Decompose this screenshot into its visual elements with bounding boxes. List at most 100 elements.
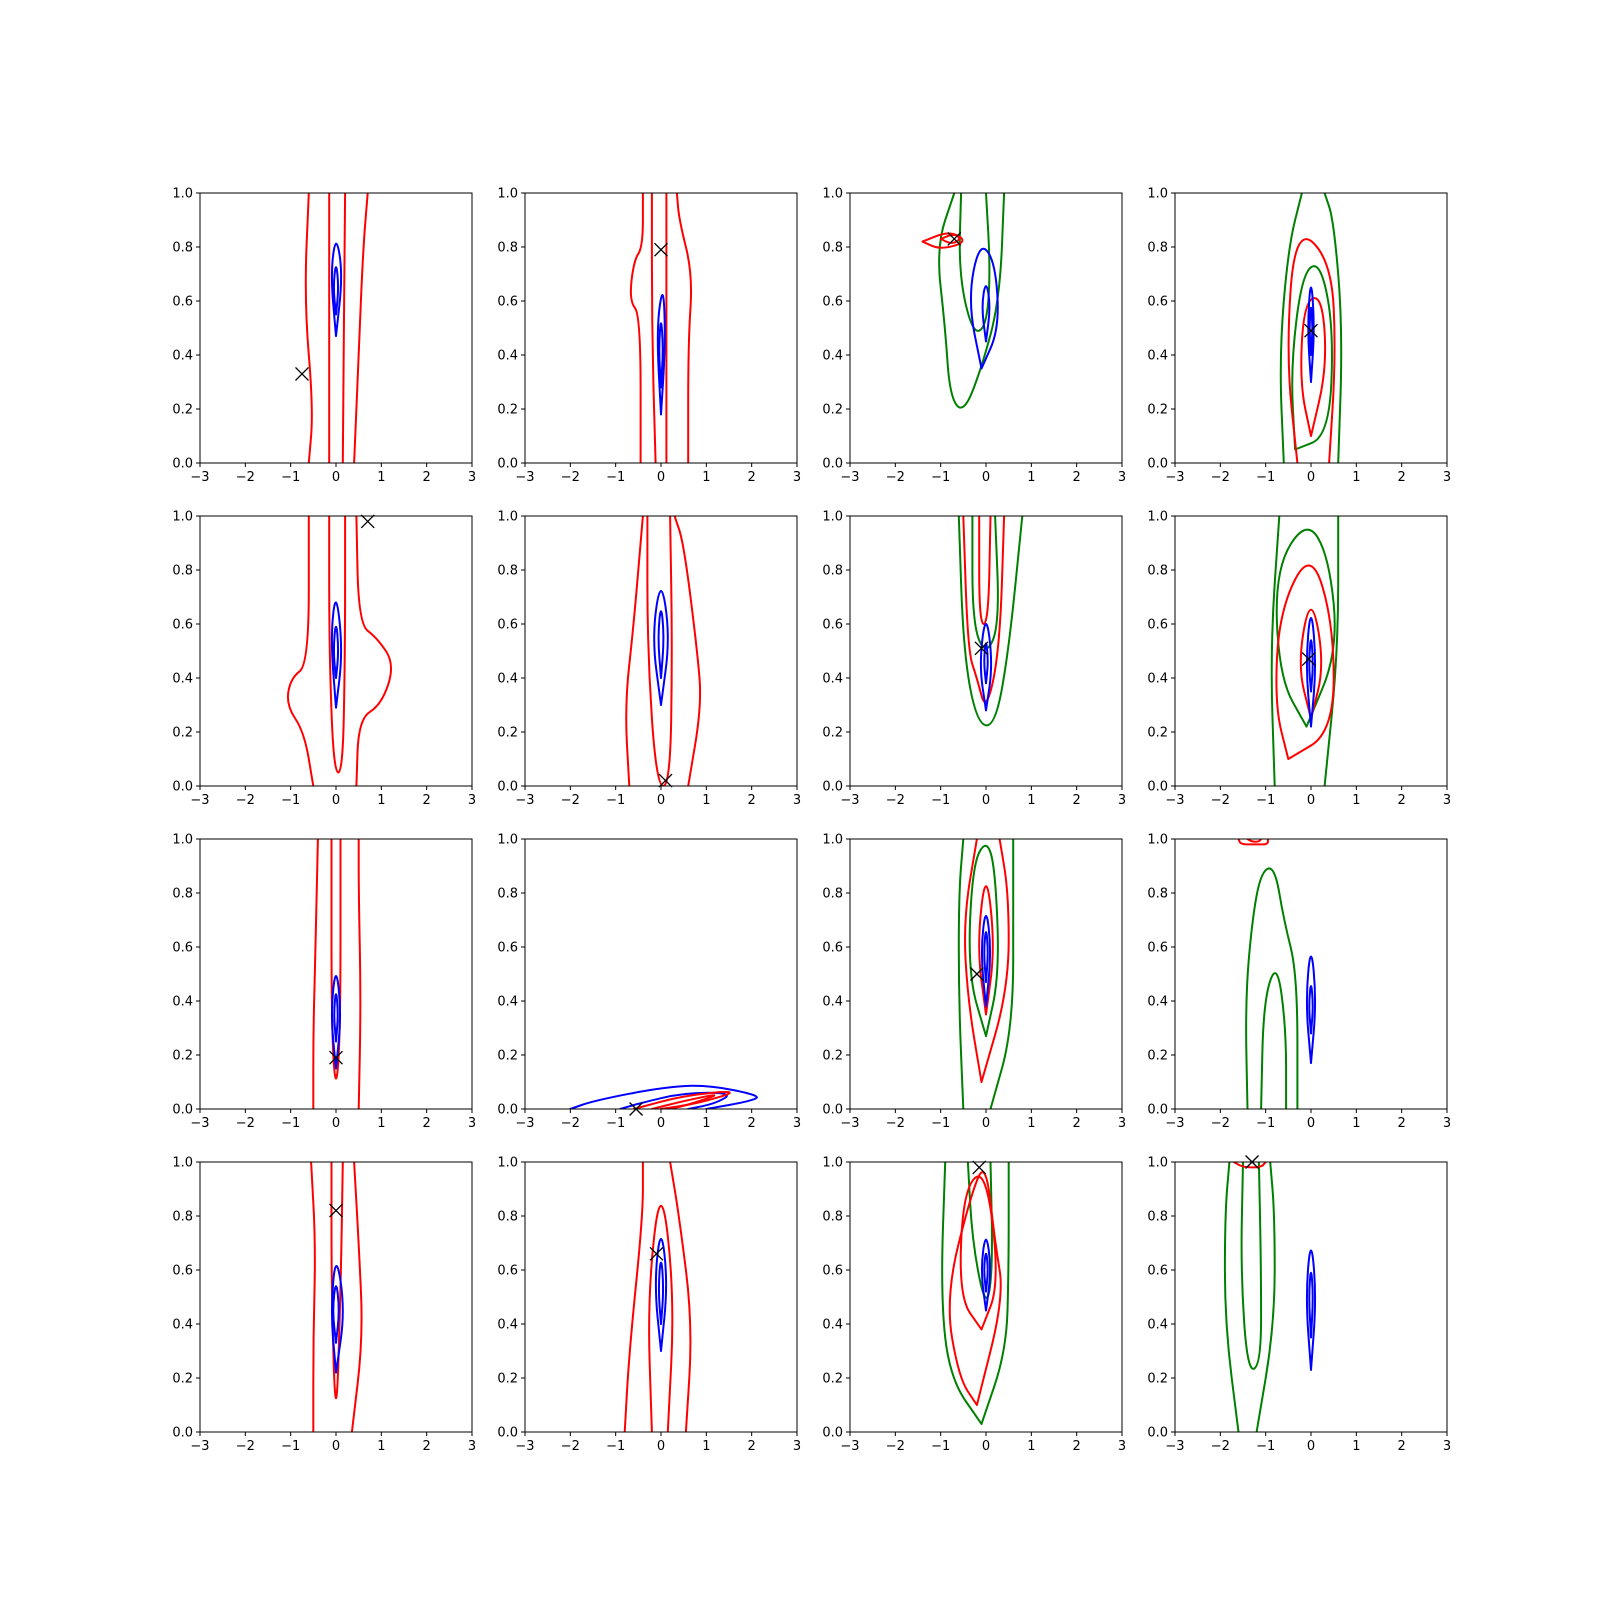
red-contour-line bbox=[304, 193, 313, 463]
blue-contour-line bbox=[980, 914, 992, 1008]
x-tick-label: −3 bbox=[1165, 1439, 1184, 1454]
subplot-r3c2: −3 −2 −1 0 1 2 3 0.0 0.2 0.4 0.6 0.8 1.0 bbox=[497, 833, 801, 1132]
y-tick-label: 0.4 bbox=[822, 995, 843, 1010]
contour-group bbox=[310, 1162, 363, 1432]
y-tick-label: 0.4 bbox=[497, 995, 518, 1010]
blue-contour-line bbox=[330, 975, 342, 1070]
subplot-r2c4: −3 −2 −1 0 1 2 3 0.0 0.2 0.4 0.6 0.8 1.0 bbox=[1147, 510, 1451, 809]
y-tick-label: 0.4 bbox=[1147, 1318, 1168, 1333]
x-tick-label: −1 bbox=[281, 1116, 300, 1131]
red-contour-line bbox=[1299, 608, 1323, 720]
y-tick-label: 0.4 bbox=[1147, 995, 1168, 1010]
y-tick-label: 0.4 bbox=[822, 349, 843, 364]
x-tick-label: 3 bbox=[793, 793, 801, 808]
x-tick-label: 3 bbox=[1118, 1116, 1126, 1131]
x-tick-label: 0 bbox=[1307, 470, 1315, 485]
y-tick-label: 1.0 bbox=[1147, 1156, 1168, 1171]
red-contour-line bbox=[353, 193, 369, 463]
y-tick-label: 0.0 bbox=[497, 780, 518, 795]
x-tick-label: 3 bbox=[793, 470, 801, 485]
y-tick-label: 1.0 bbox=[172, 1156, 193, 1171]
x-tick-label: 1 bbox=[702, 470, 710, 485]
x-tick-label: −3 bbox=[515, 1439, 534, 1454]
y-tick-label: 0.4 bbox=[1147, 349, 1168, 364]
green-contour-line bbox=[941, 1162, 983, 1425]
x-marker bbox=[658, 773, 673, 788]
x-marker bbox=[974, 641, 989, 656]
y-tick-label: 0.2 bbox=[822, 726, 843, 741]
y-tick-label: 0.2 bbox=[497, 726, 518, 741]
y-tick-label: 0.6 bbox=[822, 941, 843, 956]
green-contour-line bbox=[1323, 193, 1343, 463]
x-tick-label: −2 bbox=[886, 470, 905, 485]
x-tick-label: −2 bbox=[886, 793, 905, 808]
blue-contour-line bbox=[653, 589, 669, 706]
x-tick-label: 3 bbox=[1443, 1116, 1451, 1131]
y-tick-label: 0.2 bbox=[1147, 1049, 1168, 1064]
axes-frame bbox=[849, 515, 1123, 787]
x-tick-label: 2 bbox=[1398, 1116, 1406, 1131]
x-tick-label: 1 bbox=[1352, 470, 1360, 485]
y-tick-label: 0.0 bbox=[822, 457, 843, 472]
y-tick-label: 0.6 bbox=[172, 941, 193, 956]
red-contour-line bbox=[328, 516, 347, 774]
red-contour-line bbox=[978, 885, 994, 1016]
x-tick-label: −1 bbox=[1256, 793, 1275, 808]
x-tick-label: 1 bbox=[1027, 1439, 1035, 1454]
blue-contour-line bbox=[981, 285, 991, 343]
x-marker bbox=[360, 514, 375, 529]
x-tick-label: 3 bbox=[1443, 470, 1451, 485]
x-tick-label: −3 bbox=[190, 793, 209, 808]
blue-contour-line bbox=[983, 931, 989, 984]
green-contour-line bbox=[957, 839, 965, 1109]
x-tick-label: 1 bbox=[702, 1439, 710, 1454]
x-tick-label: −1 bbox=[281, 793, 300, 808]
x-tick-label: 3 bbox=[793, 1116, 801, 1131]
x-tick-label: 3 bbox=[1118, 1439, 1126, 1454]
y-tick-label: 0.4 bbox=[822, 672, 843, 687]
green-contour-line bbox=[1323, 516, 1340, 786]
x-tick-label: −2 bbox=[1211, 793, 1230, 808]
blue-contour-line bbox=[332, 1285, 340, 1344]
x-tick-label: 1 bbox=[702, 1116, 710, 1131]
x-tick-label: −3 bbox=[840, 793, 859, 808]
y-tick-label: 0.6 bbox=[1147, 941, 1168, 956]
blue-contour-line bbox=[983, 1252, 989, 1293]
contour-group bbox=[623, 1162, 692, 1432]
y-tick-label: 1.0 bbox=[822, 833, 843, 848]
x-tick-label: 3 bbox=[1443, 1439, 1451, 1454]
x-tick-label: 3 bbox=[1118, 793, 1126, 808]
axes-frame bbox=[1174, 1161, 1448, 1433]
x-tick-label: −3 bbox=[1165, 470, 1184, 485]
subplot-r1c1: −3 −2 −1 0 1 2 3 0.0 0.2 0.4 0.6 0.8 1.0 bbox=[172, 187, 476, 486]
x-tick-label: −3 bbox=[840, 470, 859, 485]
subplot-r3c3: −3 −2 −1 0 1 2 3 0.0 0.2 0.4 0.6 0.8 1.0 bbox=[822, 833, 1126, 1132]
y-tick-label: 1.0 bbox=[822, 1156, 843, 1171]
x-marker bbox=[947, 231, 962, 246]
y-tick-label: 1.0 bbox=[1147, 833, 1168, 848]
x-tick-label: 2 bbox=[1073, 793, 1081, 808]
x-tick-label: 0 bbox=[332, 793, 340, 808]
axes-frame bbox=[524, 838, 798, 1110]
green-contour-line bbox=[1291, 265, 1333, 451]
green-contour-line bbox=[1275, 528, 1336, 728]
y-tick-label: 0.8 bbox=[497, 887, 518, 902]
blue-contour-line bbox=[980, 1238, 992, 1312]
contour-group bbox=[941, 1162, 1010, 1425]
x-tick-label: −3 bbox=[190, 1116, 209, 1131]
y-tick-label: 0.6 bbox=[822, 618, 843, 633]
x-tick-label: −3 bbox=[840, 1116, 859, 1131]
x-tick-label: −3 bbox=[840, 1439, 859, 1454]
green-contour-line bbox=[989, 839, 1015, 1109]
y-tick-label: 0.8 bbox=[822, 564, 843, 579]
x-tick-label: 2 bbox=[1398, 470, 1406, 485]
contour-group bbox=[1223, 1162, 1317, 1432]
green-contour-line bbox=[1240, 1162, 1263, 1370]
y-tick-label: 0.2 bbox=[497, 403, 518, 418]
x-tick-label: −1 bbox=[931, 1439, 950, 1454]
contour-group bbox=[625, 516, 702, 786]
x-marker bbox=[654, 242, 668, 257]
y-tick-label: 0.6 bbox=[497, 618, 518, 633]
red-contour-line bbox=[312, 839, 319, 1109]
